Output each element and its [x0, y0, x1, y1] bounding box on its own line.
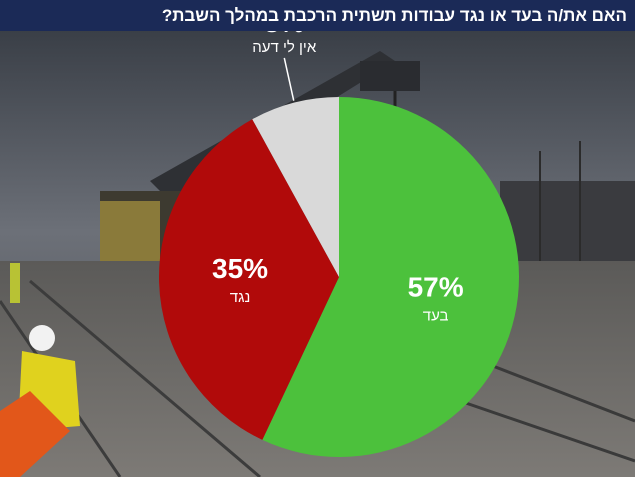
- pie-leader-line-2: [283, 57, 295, 101]
- pie-category-label-0: בעד: [423, 308, 449, 325]
- pie-value-label-0: 57%: [408, 272, 464, 303]
- pie-slices: [158, 97, 520, 457]
- pie-category-label-2: אין לי דעה: [252, 39, 317, 56]
- pie-slice-0: [262, 97, 520, 457]
- poll-question-title: האם את/ה בעד או נגד עבודות תשתית הרכבת ב…: [0, 0, 635, 31]
- pie-slice-2: [252, 97, 339, 277]
- pie-category-label-1: נגד: [230, 289, 251, 306]
- pie-slice-1: [158, 119, 339, 440]
- pie-value-label-1: 35%: [212, 253, 268, 284]
